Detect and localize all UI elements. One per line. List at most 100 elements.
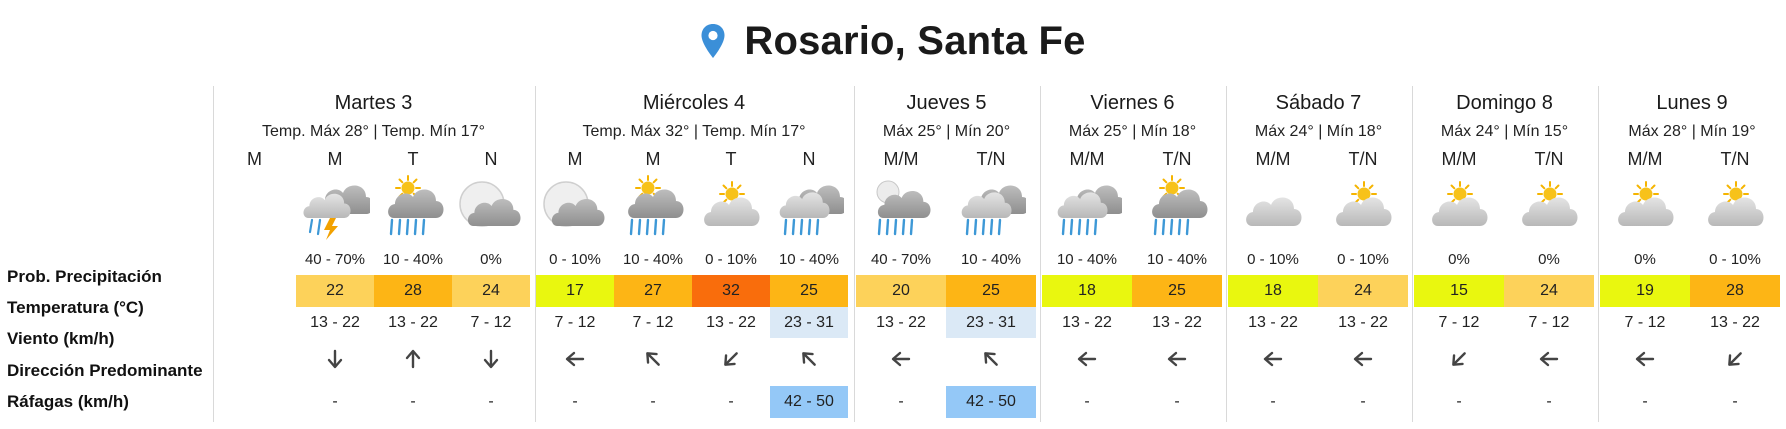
page-header: Rosario, Santa Fe	[0, 14, 1786, 68]
arrow-left-icon	[1262, 348, 1284, 370]
precipitation-probability: 0 - 10%	[549, 251, 601, 268]
period-label: T/N	[1162, 149, 1192, 169]
arrow-down-icon	[324, 348, 346, 370]
precipitation-probability: 10 - 40%	[382, 251, 444, 268]
day-temp-range: Máx 25° | Mín 20°	[882, 123, 1011, 140]
temperature-cell: 15	[1414, 275, 1504, 307]
precipitation-probability: 0 - 10%	[1709, 251, 1761, 268]
wind-gust: -	[650, 393, 656, 410]
temperature-cell: 32	[692, 275, 770, 307]
temperature-cell: 25	[946, 275, 1036, 307]
temperature-cell: 25	[770, 275, 848, 307]
precipitation-probability: 0%	[1538, 251, 1560, 268]
day-title: Martes 3	[334, 92, 413, 114]
precipitation-probability: 10 - 40%	[622, 251, 684, 268]
precipitation-probability: 0 - 10%	[705, 251, 757, 268]
period-label: M	[327, 149, 343, 169]
day-column: Lunes 9 Máx 28° | Mín 19° M/M 0% 19 7 - 12 -…	[1598, 86, 1786, 422]
temperature-cell: 17	[536, 275, 614, 307]
label-precipitation: Prob. Precipitación	[7, 267, 162, 286]
period-label: T	[407, 149, 419, 169]
sun-rain-cloud-icon	[378, 174, 448, 242]
wind-speed: 7 - 12	[632, 314, 674, 331]
period-label: M	[247, 149, 262, 169]
precipitation-probability: 0 - 10%	[1337, 251, 1389, 268]
day-separator	[1598, 86, 1599, 422]
day-title: Sábado 7	[1275, 92, 1362, 114]
temperature-cell: 20	[856, 275, 946, 307]
period-column: T/N 0% 24 7 - 12 -	[1504, 86, 1594, 422]
temperature-cell: 24	[1318, 275, 1408, 307]
wind-speed: 13 - 22	[706, 314, 756, 331]
precipitation-probability: 0%	[480, 251, 502, 268]
arrow-left-icon	[564, 348, 586, 370]
period-label: M	[567, 149, 583, 169]
wind-gust: -	[1546, 393, 1552, 410]
arrow-left-icon	[1538, 348, 1560, 370]
arrow-up-left-icon	[798, 348, 820, 370]
day-temp-range: Máx 24° | Mín 18°	[1254, 123, 1383, 140]
wind-speed: 13 - 22	[388, 314, 438, 331]
wind-speed: 13 - 22	[876, 314, 926, 331]
period-label: M/M	[1627, 149, 1663, 169]
wind-gust: -	[898, 393, 904, 410]
arrow-up-icon	[402, 348, 424, 370]
temperature-cell: 24	[1504, 275, 1594, 307]
day-separator	[1226, 86, 1227, 422]
arrow-up-left-icon	[980, 348, 1002, 370]
moon-rain-cloud-icon	[866, 174, 936, 242]
period-column: T/N 0 - 10% 24 13 - 22 -	[1318, 86, 1408, 422]
period-label: T/N	[1720, 149, 1750, 169]
temperature-cell: 22	[296, 275, 374, 307]
wind-gust: -	[728, 393, 734, 410]
precipitation-probability: 10 - 40%	[1056, 251, 1118, 268]
wind-gust: -	[1270, 393, 1276, 410]
arrow-left-icon	[1352, 348, 1374, 370]
precipitation-probability: 0%	[1448, 251, 1470, 268]
label-temperature: Temperatura (°C)	[7, 298, 144, 317]
period-label: T/N	[1534, 149, 1564, 169]
day-temp-range: Máx 28° | Mín 19°	[1628, 123, 1756, 140]
period-column: T/N 0 - 10% 28 13 - 22 -	[1690, 86, 1780, 422]
arrow-down-icon	[480, 348, 502, 370]
period-label: T	[725, 149, 737, 169]
arrow-down-left-icon	[1724, 348, 1746, 370]
wind-speed: 13 - 22	[1152, 314, 1202, 331]
day-separator	[854, 86, 855, 422]
period-column: M 40 - 70% 22 13 - 22 -	[296, 86, 374, 422]
wind-gust: -	[1732, 393, 1738, 410]
wind-gust: -	[572, 393, 578, 410]
wind-gust: -	[410, 393, 416, 410]
temperature-cell: 25	[1132, 275, 1222, 307]
period-column: T/N 10 - 40% 25 13 - 22 -	[1132, 86, 1222, 422]
temperature-cell: 27	[614, 275, 692, 307]
sun-cloud-icon	[1328, 174, 1398, 242]
period-column: T 10 - 40% 28 13 - 22 -	[374, 86, 452, 422]
period-label: T/N	[976, 149, 1006, 169]
day-title: Miércoles 4	[642, 92, 746, 114]
day-title: Domingo 8	[1456, 92, 1553, 114]
period-column: M/M 0 - 10% 18 13 - 22 -	[1228, 86, 1318, 422]
arrow-up-left-icon	[642, 348, 664, 370]
wind-gust: -	[1174, 393, 1180, 410]
sun-rain-cloud-icon	[618, 174, 688, 242]
day-column: Martes 3 Temp. Máx 28° | Temp. Mín 17° M M …	[213, 86, 534, 422]
day-separator	[535, 86, 536, 422]
precipitation-probability: 40 - 70%	[304, 251, 366, 268]
storm-cloud-icon	[300, 174, 374, 242]
day-temp-range: Temp. Máx 28° | Temp. Mín 17°	[262, 123, 485, 140]
wind-gust: -	[1360, 393, 1366, 410]
location-pin-icon	[701, 24, 725, 58]
wind-speed: 13 - 22	[1062, 314, 1112, 331]
period-column: T/N 10 - 40% 25 23 - 31 42 - 50	[946, 86, 1036, 422]
precipitation-probability: 0 - 10%	[1247, 251, 1299, 268]
arrow-down-left-icon	[1448, 348, 1470, 370]
arrow-down-left-icon	[720, 348, 742, 370]
period-column: T 0 - 10% 32 13 - 22 -	[692, 86, 770, 422]
wind-gust: -	[1642, 393, 1648, 410]
day-temp-range: Máx 24° | Mín 15°	[1440, 123, 1569, 140]
wind-speed: 7 - 12	[1438, 314, 1480, 331]
precipitation-probability: 40 - 70%	[870, 251, 932, 268]
day-separator	[1412, 86, 1413, 422]
arrow-left-icon	[1634, 348, 1656, 370]
